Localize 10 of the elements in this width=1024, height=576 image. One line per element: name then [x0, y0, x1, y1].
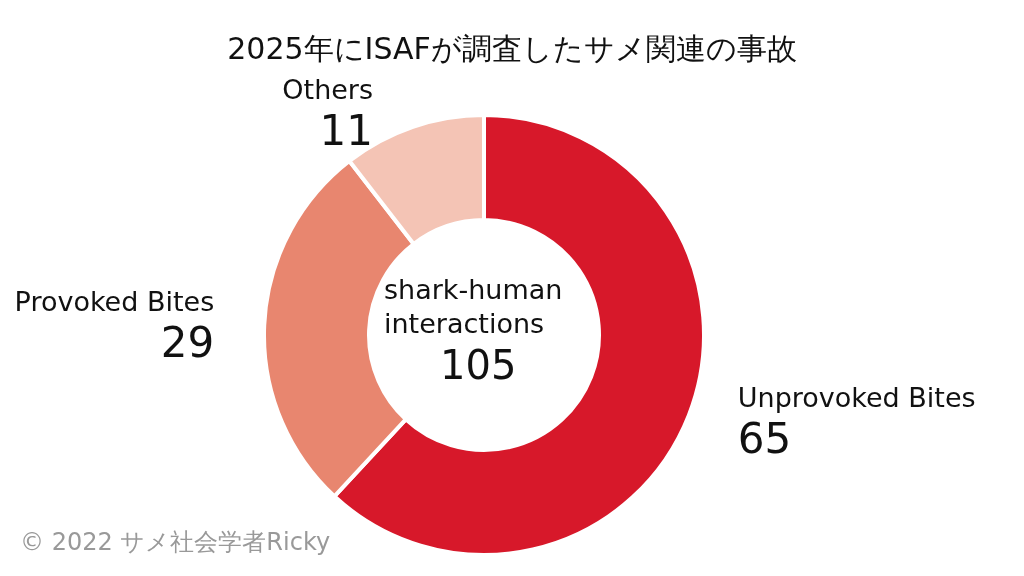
text: © 2022 サメ社会学者Ricky — [20, 528, 331, 556]
slice-label: Unprovoked Bites — [737, 382, 976, 414]
text: shark-human interactions — [384, 273, 571, 339]
data-label: 11 — [319, 106, 374, 156]
data-label: 65 — [737, 414, 792, 464]
slice-label: Others — [282, 74, 374, 106]
chart-title: 2025年にISAFが調査したサメ関連の事故 — [227, 30, 797, 66]
slice-label: Provoked Bites — [14, 285, 215, 317]
data-label: 29 — [160, 317, 215, 367]
text: 105 — [440, 342, 517, 388]
